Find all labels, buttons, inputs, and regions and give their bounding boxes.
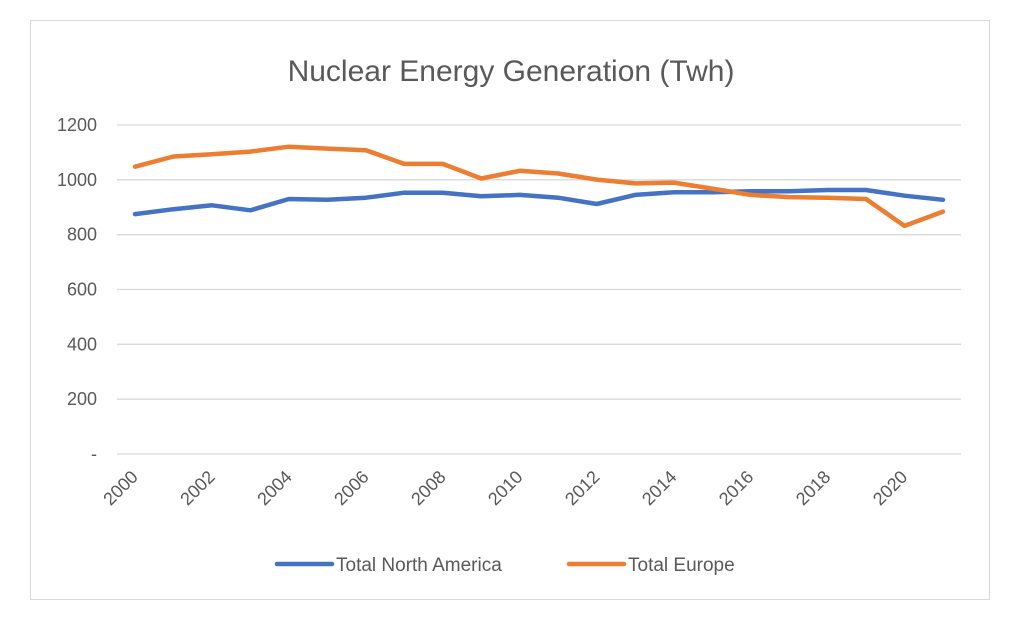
- x-tick-label: 2012: [561, 467, 603, 509]
- y-tick-label: -: [91, 444, 97, 464]
- x-tick-label: 2004: [253, 467, 295, 509]
- y-tick-label: 600: [67, 280, 97, 300]
- series-line-0: [132, 187, 946, 217]
- series-lines: [132, 144, 946, 229]
- x-tick-label: 2002: [176, 467, 218, 509]
- y-tick-label: 800: [67, 225, 97, 245]
- y-tick-label: 400: [67, 334, 97, 354]
- x-tick-label: 2014: [638, 467, 680, 509]
- gridlines: [117, 124, 961, 455]
- x-tick-label: 2000: [99, 467, 141, 509]
- x-tick-label: 2008: [407, 467, 449, 509]
- chart-svg: Nuclear Energy Generation (Twh) - 200 400 6…: [57, 55, 961, 576]
- chart-frame: Nuclear Energy Generation (Twh) - 200 400 6…: [30, 20, 990, 600]
- x-tick-label: 2018: [792, 467, 834, 509]
- y-tick-label: 200: [67, 389, 97, 409]
- x-tick-label: 2006: [330, 467, 372, 509]
- y-tick-label: 1000: [57, 170, 97, 190]
- series-line-1: [132, 144, 946, 229]
- legend-label-1: Total Europe: [628, 555, 735, 576]
- legend-label-0: Total North America: [336, 555, 502, 576]
- x-axis-ticks: 2000 2002 2004 2006 2008 2010 2012 2014 2016 2018…: [99, 467, 911, 509]
- x-tick-label: 2016: [715, 467, 757, 509]
- y-tick-label: 1200: [57, 115, 97, 135]
- x-tick-label: 2020: [869, 467, 911, 509]
- x-tick-label: 2010: [484, 467, 526, 509]
- chart-title: Nuclear Energy Generation (Twh): [288, 55, 735, 88]
- y-axis-ticks: - 200 400 600 800 1000 1200: [57, 115, 97, 464]
- legend: Total North America Total Europe: [274, 555, 735, 576]
